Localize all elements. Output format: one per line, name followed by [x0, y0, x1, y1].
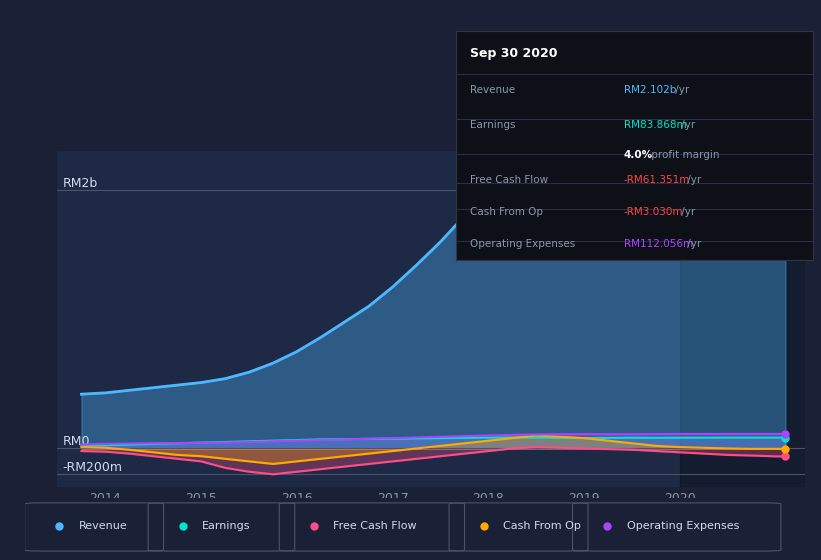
- Text: Earnings: Earnings: [470, 120, 516, 130]
- Text: Free Cash Flow: Free Cash Flow: [470, 175, 548, 185]
- Text: -RM3.030m: -RM3.030m: [623, 207, 683, 217]
- Bar: [680, 151, 805, 487]
- Text: /yr: /yr: [684, 239, 701, 249]
- Text: Earnings: Earnings: [202, 521, 250, 531]
- Text: Operating Expenses: Operating Expenses: [626, 521, 739, 531]
- Text: RM112.056m: RM112.056m: [623, 239, 693, 249]
- Text: RM2.102b: RM2.102b: [623, 86, 676, 96]
- Text: profit margin: profit margin: [648, 150, 719, 160]
- Text: -RM61.351m: -RM61.351m: [623, 175, 690, 185]
- Text: /yr: /yr: [678, 207, 695, 217]
- Text: 4.0%: 4.0%: [623, 150, 653, 160]
- Text: /yr: /yr: [678, 120, 695, 130]
- Text: RM83.868m: RM83.868m: [623, 120, 686, 130]
- Text: Cash From Op: Cash From Op: [503, 521, 581, 531]
- Text: RM0: RM0: [62, 436, 89, 449]
- Text: Operating Expenses: Operating Expenses: [470, 239, 576, 249]
- Text: /yr: /yr: [672, 86, 690, 96]
- Text: Sep 30 2020: Sep 30 2020: [470, 47, 557, 60]
- Text: Free Cash Flow: Free Cash Flow: [333, 521, 417, 531]
- Text: -RM200m: -RM200m: [62, 461, 122, 474]
- Text: Cash From Op: Cash From Op: [470, 207, 543, 217]
- Text: RM2b: RM2b: [62, 177, 98, 190]
- Text: /yr: /yr: [684, 175, 701, 185]
- Text: Revenue: Revenue: [470, 86, 515, 96]
- Text: Revenue: Revenue: [79, 521, 127, 531]
